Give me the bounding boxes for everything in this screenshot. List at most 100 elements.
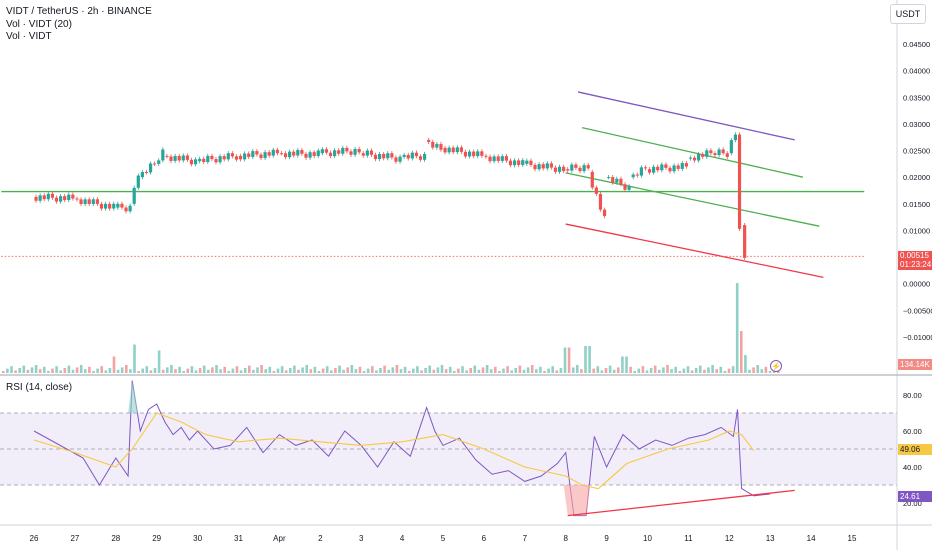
candle-body: [533, 164, 537, 170]
candle-body: [124, 207, 128, 212]
volume-legend[interactable]: Vol · VIDT: [6, 31, 52, 42]
volume-bar: [182, 371, 185, 373]
candle-body: [688, 157, 693, 159]
volume-bar: [2, 371, 5, 373]
rsi-divergence-line[interactable]: [567, 489, 795, 517]
volume-bar: [600, 370, 604, 373]
volume-bar: [469, 368, 472, 373]
volume-bar: [71, 369, 75, 373]
volume-bar: [629, 366, 632, 373]
candle-body: [406, 154, 410, 159]
volume-bar: [391, 367, 395, 373]
symbol-title[interactable]: VIDT / TetherUS · 2h · BINANCE: [6, 6, 152, 17]
volume-bar: [112, 356, 116, 373]
time-tick-label: 3: [359, 534, 364, 543]
rsi-legend[interactable]: RSI (14, close): [6, 382, 73, 393]
volume-bar: [362, 371, 366, 373]
candle-body: [484, 155, 488, 157]
volume-bar: [268, 366, 272, 373]
candle-body: [545, 163, 549, 169]
time-tick-label: 31: [234, 534, 243, 543]
candle-body: [373, 154, 378, 160]
price-pane[interactable]: [1, 91, 865, 373]
candle-body: [680, 163, 684, 169]
rsi-pane[interactable]: [0, 380, 897, 517]
lightning-icon[interactable]: ⚡: [770, 360, 782, 372]
currency-button[interactable]: USDT: [890, 4, 926, 24]
candle-body: [472, 151, 476, 157]
candle-body: [193, 159, 198, 165]
time-tick-label: Apr: [273, 534, 286, 543]
candle-body: [386, 153, 390, 159]
price-tick-label: 0.04000: [903, 67, 930, 76]
volume-bar: [502, 368, 505, 373]
candle-body: [578, 167, 582, 172]
volume-bar: [215, 365, 218, 373]
volume-bar: [690, 370, 694, 373]
candle-body: [598, 193, 603, 210]
candle-body: [402, 154, 406, 157]
candle-body: [541, 164, 545, 169]
candle-body: [157, 160, 161, 164]
volume-bar: [264, 369, 267, 373]
time-tick-label: 7: [523, 534, 528, 543]
candle-body: [214, 159, 218, 163]
volume-bar: [604, 368, 608, 373]
time-tick-label: 4: [400, 534, 405, 543]
channel-bottom-line[interactable]: [565, 223, 824, 278]
volume-bar: [539, 366, 542, 373]
candle-body: [439, 144, 443, 150]
candle-body: [136, 175, 140, 188]
volume-bar: [293, 365, 296, 373]
volume-bar: [465, 370, 468, 373]
time-tick-label: 2: [318, 534, 323, 543]
candle-body: [582, 165, 586, 172]
candle-body: [50, 193, 55, 198]
volume-bar: [424, 368, 427, 373]
candle-body: [34, 196, 38, 201]
candle-body: [705, 150, 709, 157]
volume-bar: [248, 365, 251, 373]
candle-body: [296, 150, 300, 156]
volume-bar: [752, 367, 755, 373]
candle-body: [410, 152, 414, 159]
channel-top-line[interactable]: [577, 91, 795, 141]
candle-body: [701, 154, 705, 157]
volume-bar: [379, 368, 382, 373]
candle-body: [537, 164, 541, 170]
volume-bar: [51, 368, 54, 373]
candle-body: [725, 153, 729, 157]
volume-bar: [633, 371, 636, 373]
volume-ma-legend[interactable]: Vol · VIDT (20): [6, 19, 72, 30]
candle-body: [353, 148, 357, 155]
channel-mid-upper-line[interactable]: [581, 127, 804, 178]
candle-body: [459, 147, 464, 152]
price-tick-label: 0.02500: [903, 147, 930, 156]
volume-bar: [760, 369, 764, 373]
volume-bar: [219, 369, 222, 373]
rsi-ma-line[interactable]: [33, 412, 755, 490]
candle-body: [619, 178, 623, 185]
candle-body: [279, 153, 284, 155]
candle-body: [120, 203, 124, 208]
candle-body: [476, 151, 480, 157]
candle-body: [95, 199, 99, 204]
rsi-overbought-fill: [128, 380, 139, 413]
volume-bar: [252, 369, 255, 373]
volume-bar: [559, 368, 563, 373]
channel-mid-lower-line[interactable]: [565, 172, 820, 227]
candle-body: [108, 203, 112, 209]
rsi-tick-label: 20.00: [903, 499, 922, 508]
volume-bar: [551, 366, 554, 373]
candle-body: [128, 205, 132, 212]
volume-bar: [108, 368, 112, 373]
volume-bar: [383, 365, 386, 373]
volume-bar: [227, 371, 231, 373]
rsi-line[interactable]: [33, 380, 771, 517]
candle-body: [148, 163, 153, 173]
volume-bar: [129, 369, 132, 373]
volume-bar: [543, 371, 546, 373]
volume-bar: [260, 365, 263, 373]
candle-body: [263, 152, 267, 159]
